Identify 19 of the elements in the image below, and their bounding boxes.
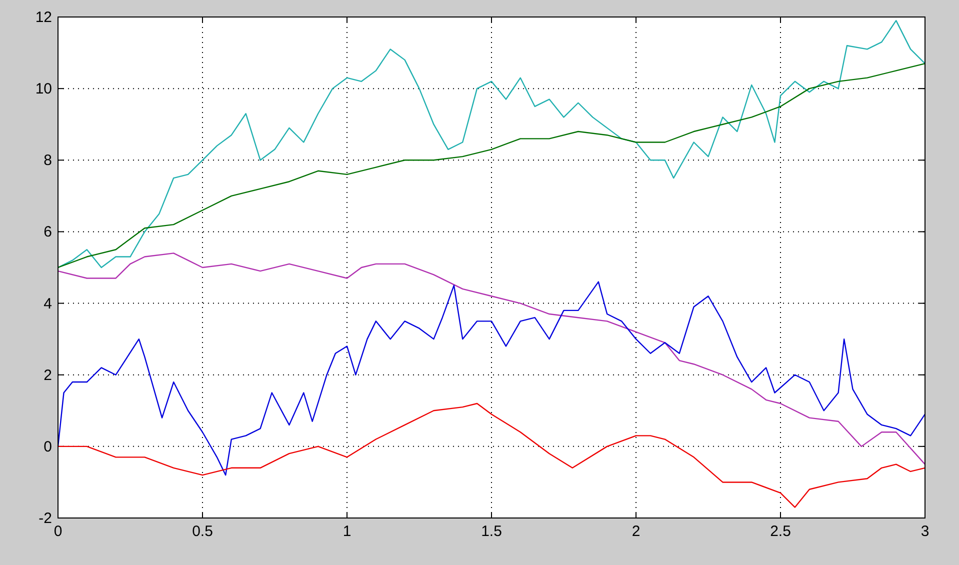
line-series (57, 402, 926, 508)
x-tick-label: 2 (632, 523, 640, 540)
y-tick-label: 8 (44, 152, 52, 170)
y-tick-label: 10 (35, 80, 52, 98)
y-tick-label: 12 (35, 9, 52, 26)
line-series (57, 252, 926, 465)
line-series (57, 281, 926, 476)
y-tick-label: 4 (44, 295, 52, 312)
x-tick-label: 2.5 (770, 523, 791, 540)
y-tick-label: 0 (44, 438, 52, 456)
line-series (57, 20, 926, 268)
y-tick-label: 6 (44, 224, 52, 241)
x-tick-label: 1.5 (481, 523, 502, 540)
y-tick-label: 2 (44, 366, 52, 384)
x-tick-label: 1 (342, 523, 352, 540)
x-tick-label: 0.5 (192, 523, 213, 540)
line-series (57, 62, 926, 268)
x-tick-label: 3 (920, 523, 930, 540)
y-tick-label: -2 (38, 510, 52, 527)
